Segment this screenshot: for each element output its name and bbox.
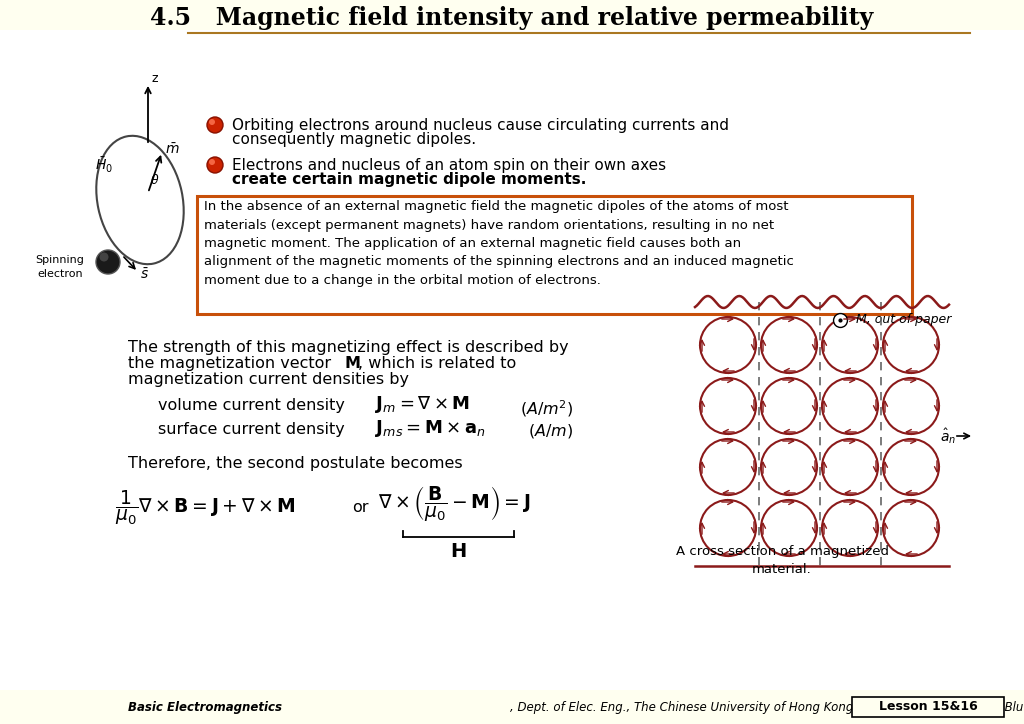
Bar xyxy=(197,196,912,314)
Text: M, out of paper: M, out of paper xyxy=(852,313,951,327)
Text: volume current density: volume current density xyxy=(158,398,345,413)
Circle shape xyxy=(883,378,939,434)
Text: surface current density: surface current density xyxy=(158,422,345,437)
Circle shape xyxy=(700,439,756,495)
Circle shape xyxy=(207,157,223,173)
Text: $\bar{s}$: $\bar{s}$ xyxy=(140,268,148,282)
Text: $\theta$: $\theta$ xyxy=(150,173,160,187)
Text: Lesson 15&16: Lesson 15&16 xyxy=(879,701,977,713)
Text: , Dept. of Elec. Eng., The Chinese University of Hong Kong, Prof. K.-L. Wu / Pro: , Dept. of Elec. Eng., The Chinese Unive… xyxy=(510,701,1023,713)
Text: $\nabla \times \left(\dfrac{\mathbf{B}}{\mu_0} - \mathbf{M}\right) = \mathbf{J}$: $\nabla \times \left(\dfrac{\mathbf{B}}{… xyxy=(378,484,530,523)
Bar xyxy=(0,0,1024,30)
Circle shape xyxy=(822,378,878,434)
Circle shape xyxy=(883,500,939,556)
Circle shape xyxy=(822,500,878,556)
Text: $\mathbf{J}_{ms} = \mathbf{M} \times \mathbf{a}_n$: $\mathbf{J}_{ms} = \mathbf{M} \times \ma… xyxy=(375,418,485,439)
Bar xyxy=(0,690,1024,724)
Circle shape xyxy=(700,317,756,373)
Circle shape xyxy=(209,159,215,165)
Text: Therefore, the second postulate becomes: Therefore, the second postulate becomes xyxy=(128,456,463,471)
Circle shape xyxy=(700,500,756,556)
Text: $\hat{a}_n$: $\hat{a}_n$ xyxy=(940,426,956,446)
Text: , which is related to: , which is related to xyxy=(358,356,516,371)
Circle shape xyxy=(761,378,817,434)
Circle shape xyxy=(822,439,878,495)
Text: the magnetization vector: the magnetization vector xyxy=(128,356,336,371)
Text: A cross section of a magnetized
material.: A cross section of a magnetized material… xyxy=(676,545,889,576)
Text: Electrons and nucleus of an atom spin on their own axes: Electrons and nucleus of an atom spin on… xyxy=(232,158,667,173)
Text: $\dfrac{1}{\mu_0} \nabla \times \mathbf{B} = \mathbf{J} + \nabla \times \mathbf{: $\dfrac{1}{\mu_0} \nabla \times \mathbf{… xyxy=(115,488,296,527)
Text: The strength of this magnetizing effect is described by: The strength of this magnetizing effect … xyxy=(128,340,568,355)
Circle shape xyxy=(761,317,817,373)
Bar xyxy=(852,697,1004,717)
Text: Basic Electromagnetics: Basic Electromagnetics xyxy=(128,701,282,713)
Circle shape xyxy=(761,500,817,556)
Text: create certain magnetic dipole moments.: create certain magnetic dipole moments. xyxy=(232,172,587,187)
Text: or: or xyxy=(352,500,369,515)
Circle shape xyxy=(700,378,756,434)
Circle shape xyxy=(883,439,939,495)
Circle shape xyxy=(822,317,878,373)
Text: consequently magnetic dipoles.: consequently magnetic dipoles. xyxy=(232,132,476,147)
Text: $\mathbf{H}$: $\mathbf{H}$ xyxy=(451,542,467,561)
Text: Spinning
electron: Spinning electron xyxy=(36,256,84,279)
Text: $\bar{H}_0$: $\bar{H}_0$ xyxy=(95,156,113,174)
Text: In the absence of an external magnetic field the magnetic dipoles of the atoms o: In the absence of an external magnetic f… xyxy=(204,200,794,287)
Circle shape xyxy=(99,253,109,261)
Text: z: z xyxy=(151,72,158,85)
Text: $(A/m^2)$: $(A/m^2)$ xyxy=(520,398,573,418)
Text: magnetization current densities by: magnetization current densities by xyxy=(128,372,409,387)
Circle shape xyxy=(207,117,223,133)
Text: Orbiting electrons around nucleus cause circulating currents and: Orbiting electrons around nucleus cause … xyxy=(232,118,729,133)
Text: $\bar{m}$: $\bar{m}$ xyxy=(165,143,179,157)
Text: $\mathbf{J}_m = \nabla \times \mathbf{M}$: $\mathbf{J}_m = \nabla \times \mathbf{M}… xyxy=(375,394,470,415)
Circle shape xyxy=(761,439,817,495)
Circle shape xyxy=(96,250,120,274)
Circle shape xyxy=(883,317,939,373)
Text: $(A/m)$: $(A/m)$ xyxy=(528,422,573,440)
Text: M: M xyxy=(345,356,361,371)
Text: 4.5   Magnetic field intensity and relative permeability: 4.5 Magnetic field intensity and relativ… xyxy=(151,6,873,30)
Circle shape xyxy=(209,119,215,125)
